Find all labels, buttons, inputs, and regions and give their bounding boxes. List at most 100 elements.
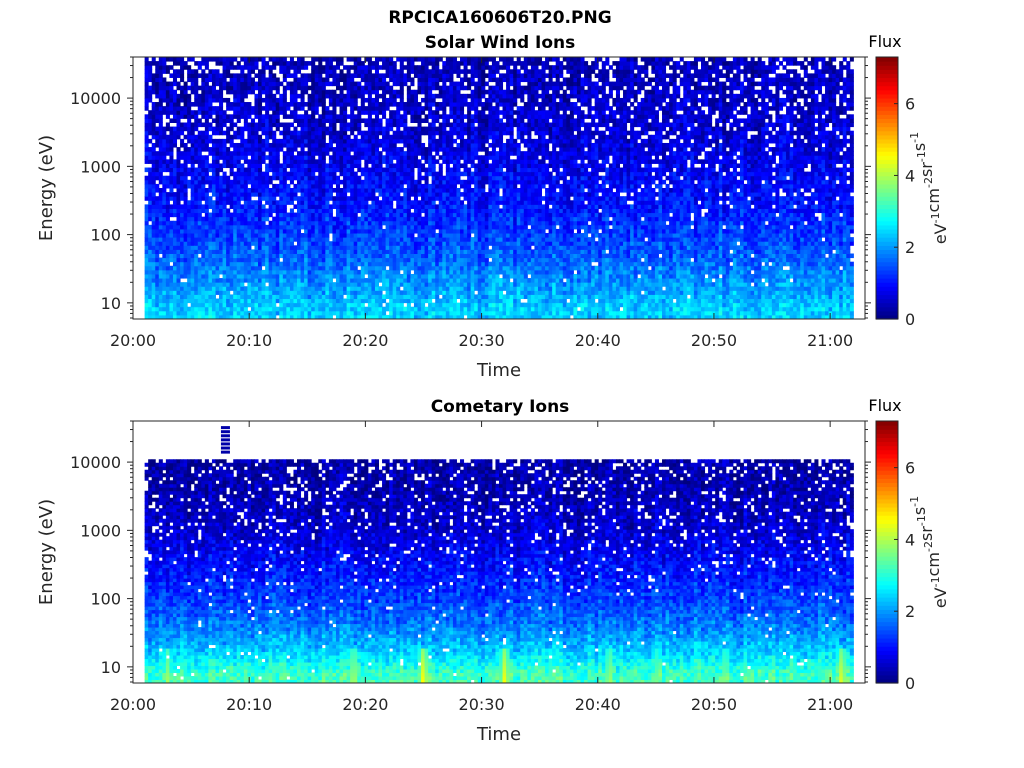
spectrogram-cell	[336, 94, 340, 99]
spectrogram-cell	[162, 184, 166, 189]
spectrogram-cell	[393, 147, 397, 152]
spectrogram-cell	[290, 188, 294, 193]
spectrogram-cell	[177, 123, 181, 128]
spectrogram-cell	[318, 73, 322, 78]
spectrogram-cell	[449, 249, 453, 254]
spectrogram-cell	[162, 196, 166, 201]
spectrogram-cell	[315, 249, 319, 254]
spectrogram-cell	[435, 286, 439, 291]
spectrogram-cell	[364, 155, 368, 160]
spectrogram-cell	[194, 258, 198, 263]
spectrogram-cell	[159, 176, 163, 181]
spectrogram-cell	[407, 139, 411, 144]
spectrogram-cell	[148, 192, 152, 197]
spectrogram-cell	[212, 245, 216, 250]
spectrogram-cell	[410, 176, 414, 181]
spectrogram-cell	[325, 266, 329, 271]
spectrogram-cell	[336, 311, 340, 316]
spectrogram-cell	[371, 131, 375, 136]
spectrogram-cell	[166, 98, 170, 103]
spectrogram-cell	[386, 176, 390, 181]
spectrogram-cell	[407, 102, 411, 107]
spectrogram-cell	[184, 147, 188, 152]
spectrogram-cell	[301, 135, 305, 140]
spectrogram-cell	[198, 290, 202, 295]
spectrogram-cell	[279, 225, 283, 230]
spectrogram-cell	[201, 143, 205, 148]
spectrogram-cell	[304, 168, 308, 173]
spectrogram-cell	[407, 94, 411, 99]
spectrogram-cell	[368, 274, 372, 279]
spectrogram-cell	[198, 143, 202, 148]
spectrogram-cell	[187, 274, 191, 279]
spectrogram-cell	[244, 249, 248, 254]
spectrogram-cell	[152, 274, 156, 279]
spectrogram-cell	[322, 270, 326, 275]
spectrogram-cell	[368, 311, 372, 316]
spectrogram-cell	[308, 77, 312, 82]
spectrogram-cell	[180, 90, 184, 95]
spectrogram-cell	[308, 204, 312, 209]
spectrogram-cell	[403, 282, 407, 287]
spectrogram-cell	[184, 237, 188, 242]
spectrogram-cell	[389, 249, 393, 254]
spectrogram-cell	[159, 249, 163, 254]
spectrogram-cell	[237, 168, 241, 173]
spectrogram-cell	[432, 225, 436, 230]
spectrogram-cell	[187, 110, 191, 115]
spectrogram-cell	[329, 266, 333, 271]
spectrogram-cell	[201, 311, 205, 316]
spectrogram-cell	[152, 221, 156, 226]
spectrogram-cell	[357, 163, 361, 168]
spectrogram-cell	[247, 204, 251, 209]
spectrogram-cell	[279, 294, 283, 299]
spectrogram-cell	[240, 131, 244, 136]
spectrogram-cell	[400, 245, 404, 250]
spectrogram-cell	[201, 123, 205, 128]
spectrogram-cell	[364, 282, 368, 287]
spectrogram-cell	[379, 102, 383, 107]
spectrogram-cell	[247, 303, 251, 308]
spectrogram-cell	[219, 131, 223, 136]
spectrogram-cell	[169, 110, 173, 115]
spectrogram-cell	[318, 229, 322, 234]
spectrogram-cell	[262, 98, 266, 103]
spectrogram-cell	[272, 57, 276, 62]
spectrogram-cell	[393, 241, 397, 246]
spectrogram-cell	[201, 184, 205, 189]
spectrogram-cell	[301, 217, 305, 222]
spectrogram-cell	[219, 155, 223, 160]
spectrogram-cell	[279, 221, 283, 226]
spectrogram-cell	[318, 118, 322, 123]
spectrogram-cell	[247, 278, 251, 283]
spectrogram-cell	[417, 233, 421, 238]
spectrogram-cell	[254, 204, 258, 209]
spectrogram-cell	[262, 147, 266, 152]
spectrogram-cell	[308, 114, 312, 119]
spectrogram-cell	[417, 151, 421, 156]
spectrogram-cell	[382, 245, 386, 250]
spectrogram-cell	[286, 241, 290, 246]
spectrogram-cell	[361, 77, 365, 82]
spectrogram-cell	[357, 307, 361, 312]
spectrogram-cell	[272, 73, 276, 78]
spectrogram-cell	[442, 278, 446, 283]
spectrogram-cell	[276, 184, 280, 189]
spectrogram-cell	[407, 110, 411, 115]
spectrogram-cell	[251, 106, 255, 111]
spectrogram-cell	[410, 151, 414, 156]
spectrogram-cell	[290, 249, 294, 254]
spectrogram-cell	[269, 221, 273, 226]
spectrogram-cell	[297, 245, 301, 250]
spectrogram-cell	[382, 233, 386, 238]
spectrogram-cell	[265, 217, 269, 222]
spectrogram-cell	[308, 245, 312, 250]
spectrogram-cell	[361, 254, 365, 259]
spectrogram-cell	[350, 229, 354, 234]
spectrogram-cell	[247, 258, 251, 263]
spectrogram-cell	[166, 307, 170, 312]
spectrogram-cell	[201, 172, 205, 177]
spectrogram-cell	[247, 266, 251, 271]
spectrogram-cell	[194, 229, 198, 234]
spectrogram-cell	[162, 106, 166, 111]
